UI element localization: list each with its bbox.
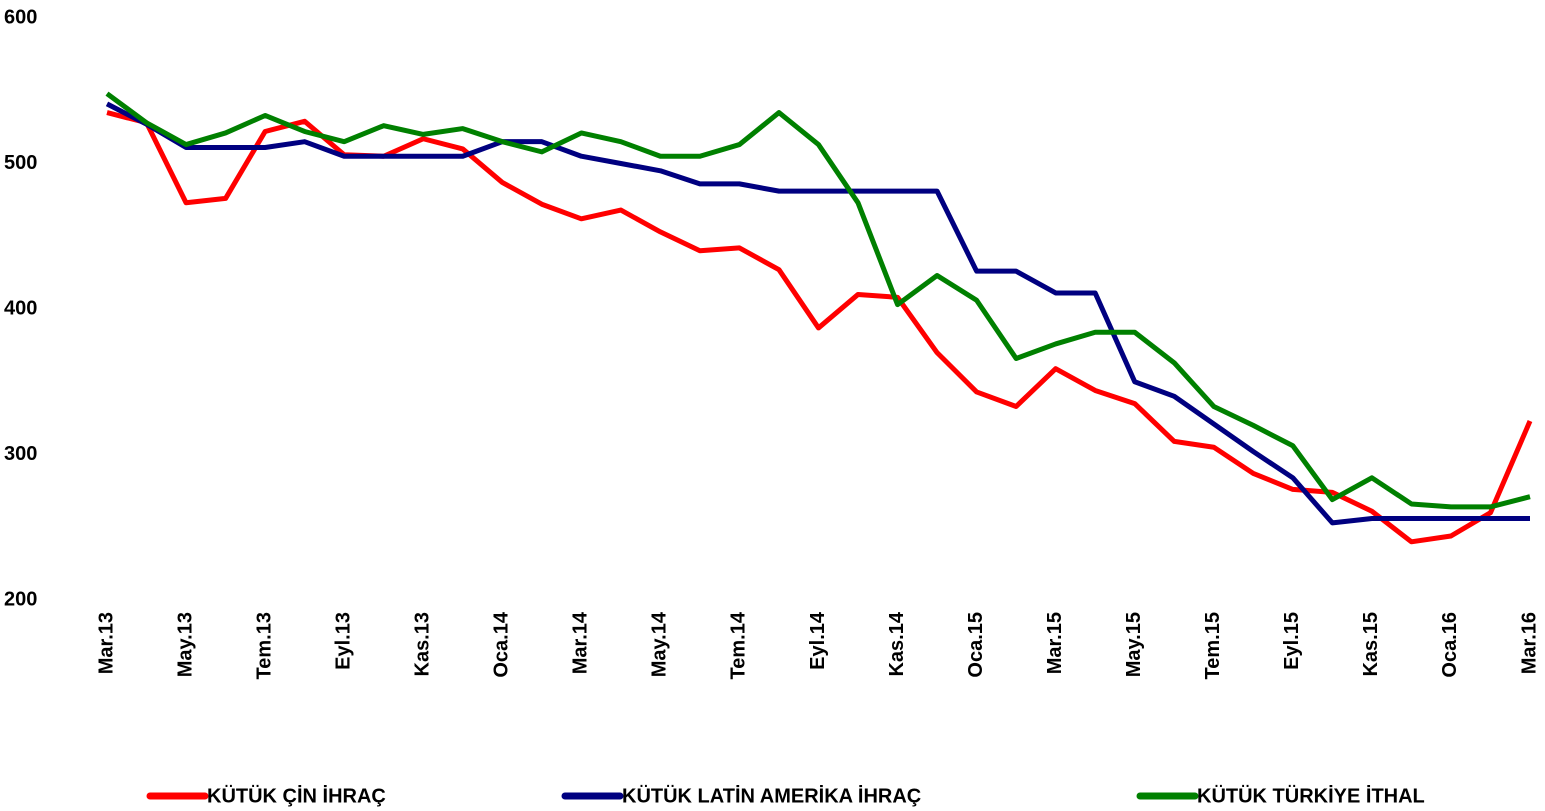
- x-tick-label: May.15: [1123, 612, 1145, 677]
- y-tick-label: 500: [4, 152, 37, 174]
- x-tick-label: Eyl.15: [1281, 612, 1303, 670]
- y-tick-label: 400: [4, 297, 37, 319]
- x-tick-label: Kas.14: [886, 611, 908, 676]
- x-tick-label: Mar.14: [570, 611, 592, 674]
- x-tick-label: May.13: [174, 612, 196, 677]
- x-tick-label: Mar.13: [95, 612, 117, 674]
- legend-label: KÜTÜK ÇİN İHRAÇ: [207, 784, 386, 807]
- series-line: [105, 101, 1530, 526]
- x-tick-label: Kas.13: [412, 612, 434, 677]
- y-tick-label: 300: [4, 443, 37, 465]
- x-tick-label: Mar.15: [1044, 612, 1066, 674]
- x-tick-label: Eyl.14: [807, 611, 829, 670]
- x-tick-label: Tem.15: [1202, 612, 1224, 679]
- y-tick-label: 200: [4, 588, 37, 610]
- x-tick-label: May.14: [649, 611, 671, 677]
- x-tick-label: Tem.14: [728, 611, 750, 679]
- y-tick-label: 600: [4, 6, 37, 28]
- x-tick-label: Eyl.13: [332, 612, 354, 670]
- series-line: [105, 91, 1531, 510]
- x-tick-label: Oca.14: [491, 611, 513, 677]
- x-tick-label: Mar.16: [1518, 612, 1540, 674]
- x-tick-label: Tem.13: [253, 612, 275, 679]
- x-tick-label: Kas.15: [1360, 612, 1382, 677]
- legend-label: KÜTÜK LATİN AMERİKA İHRAÇ: [622, 784, 921, 807]
- legend-label: KÜTÜK TÜRKİYE İTHAL: [1197, 784, 1425, 807]
- x-tick-label: Oca.15: [965, 612, 987, 678]
- x-tick-label: Oca.16: [1439, 612, 1461, 678]
